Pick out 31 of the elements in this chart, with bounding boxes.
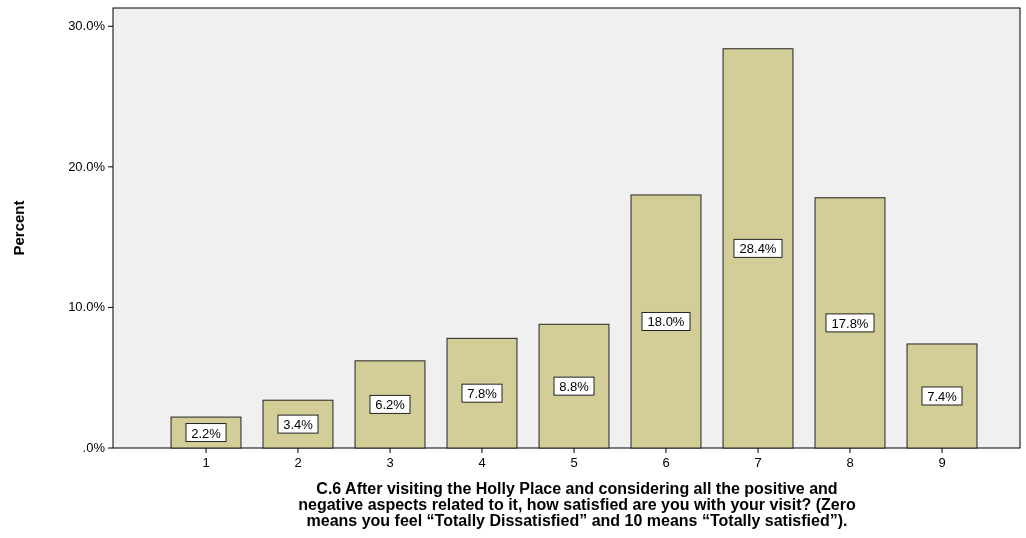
bar <box>722 48 794 449</box>
y-axis-title: Percent <box>10 200 27 256</box>
data-label: 7.8% <box>467 386 498 402</box>
x-axis-title: C.6 After visiting the Holly Place and considering all the positive and negative aspects related to it, how satisfied are you with your visit? (Zero means you feel “Totally Dissatisfied” and 10 means “Totally satisfied”). <box>298 480 856 529</box>
bar <box>906 343 978 449</box>
x-tick-label: 7 <box>754 455 762 470</box>
x-tick-label: 9 <box>938 455 946 470</box>
bar <box>630 194 702 449</box>
data-label: 18.0% <box>647 314 685 330</box>
data-label: 7.4% <box>927 388 958 404</box>
data-label: 2.2% <box>191 425 222 441</box>
x-tick-label: 3 <box>386 455 394 470</box>
data-label: 17.8% <box>831 315 869 331</box>
bar <box>814 197 886 449</box>
y-tick-label: .0% <box>82 440 106 455</box>
x-tick-label: 2 <box>294 455 302 470</box>
y-tick-label: 20.0% <box>68 158 106 174</box>
y-tick-label: 10.0% <box>68 299 106 315</box>
x-tick-label: 6 <box>662 455 670 470</box>
bar <box>446 337 518 449</box>
bar <box>538 323 610 449</box>
data-label: 6.2% <box>375 397 406 413</box>
x-tick-label: 1 <box>202 455 210 470</box>
y-tick-label: 30.0% <box>68 18 106 34</box>
x-tick-label: 4 <box>478 455 486 470</box>
data-label: 8.8% <box>559 379 590 395</box>
x-tick-label: 5 <box>570 455 578 470</box>
x-tick-label: 8 <box>846 455 854 470</box>
bar <box>354 360 426 449</box>
data-label: 3.4% <box>283 417 314 433</box>
data-label: 28.4% <box>739 241 777 257</box>
